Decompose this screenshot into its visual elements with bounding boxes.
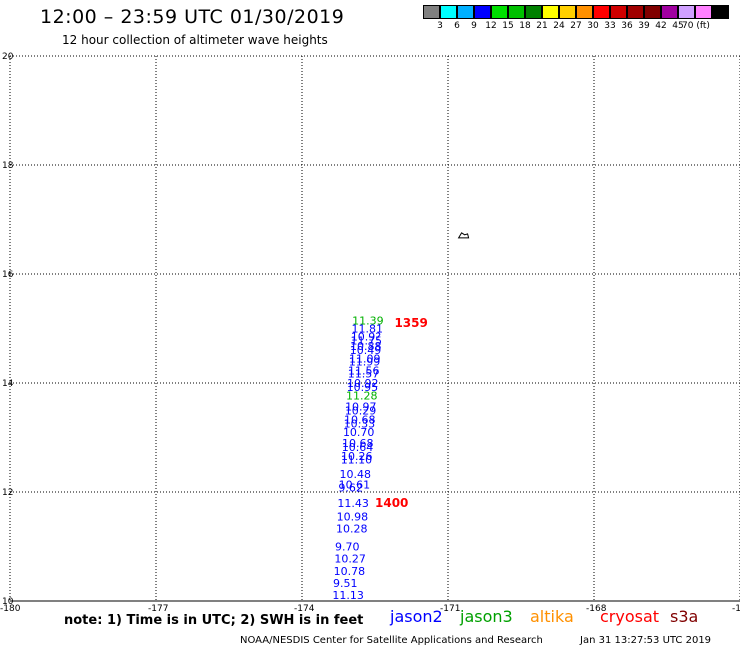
legend-label: 24 xyxy=(553,21,565,31)
satellite-name: jason2 xyxy=(390,607,443,626)
legend-label: 9 xyxy=(471,21,477,31)
wave-height-value: 10.48 xyxy=(339,468,371,481)
lon-tick-label: -171 xyxy=(440,604,460,614)
legend-swatch xyxy=(627,5,644,19)
legend-swatch xyxy=(508,5,525,19)
satellite-name: s3a xyxy=(670,607,699,626)
legend-label: 6 xyxy=(454,21,460,31)
legend-swatch xyxy=(440,5,457,19)
wave-height-value: 11.43 xyxy=(337,497,369,510)
lat-tick-label: 14 xyxy=(2,379,14,389)
wave-height-value: 10.9? xyxy=(351,331,381,344)
time-label: 1400 xyxy=(375,496,408,510)
satellite-name: cryosat xyxy=(600,607,660,626)
legend-label: 30 xyxy=(587,21,599,31)
legend-swatch xyxy=(474,5,491,19)
legend-label: 27 xyxy=(570,21,582,31)
legend-swatch xyxy=(525,5,542,19)
legend-label: 45 xyxy=(672,21,684,31)
legend-swatch xyxy=(559,5,576,19)
legend-swatch xyxy=(695,5,712,19)
wave-height-value: 10.29 xyxy=(345,404,377,417)
wave-height-value: 11.39 xyxy=(352,314,384,327)
legend-label: 70 (ft) xyxy=(682,21,710,31)
lat-tick-label: 20 xyxy=(2,52,14,62)
legend-swatch xyxy=(423,5,440,19)
lat-tick-label: 10 xyxy=(2,597,14,607)
legend-swatch xyxy=(576,5,593,19)
legend-label: 21 xyxy=(536,21,548,31)
wave-height-value: 10.64 xyxy=(342,441,374,454)
lat-tick-label: 16 xyxy=(2,270,14,280)
legend-label: 15 xyxy=(502,21,514,31)
lon-tick-label: -168 xyxy=(586,604,607,614)
legend-label: 18 xyxy=(519,21,531,31)
wave-height-value: 11.09 xyxy=(349,352,381,365)
wave-height-value: 10.95 xyxy=(347,381,379,394)
legend-swatch xyxy=(661,5,678,19)
lat-tick-label: 12 xyxy=(2,488,13,498)
wave-height-value: 10.68 xyxy=(344,414,376,427)
legend-label: 3 xyxy=(437,21,443,31)
satellite-name: jason3 xyxy=(460,607,513,626)
wave-height-value: 11.99 xyxy=(349,356,381,369)
legend-swatch xyxy=(457,5,474,19)
wave-height-value: 11.28 xyxy=(346,390,378,403)
page-title: 12:00 – 23:59 UTC 01/30/2019 xyxy=(40,6,345,28)
color-legend xyxy=(423,5,729,19)
wave-height-value: 10.26 xyxy=(341,450,373,463)
legend-swatch xyxy=(491,5,508,19)
wave-height-value: 11.75 xyxy=(351,334,383,347)
legend-swatch xyxy=(644,5,661,19)
wave-height-value: 10.92 xyxy=(347,377,379,390)
wave-height-value: 10.49 xyxy=(350,344,382,357)
time-label: 1359 xyxy=(394,316,427,330)
legend-label: 39 xyxy=(638,21,650,31)
wave-height-value: 11.13 xyxy=(332,589,364,602)
wave-height-value: 11.57 xyxy=(348,368,380,381)
wave-height-value: 10.78 xyxy=(334,565,366,578)
wave-height-value: 9.51 xyxy=(333,577,358,590)
island-outline xyxy=(457,232,470,239)
credit-text: NOAA/NESDIS Center for Satellite Applica… xyxy=(240,635,543,646)
wave-height-value: 9.62 xyxy=(338,482,363,495)
footer-note: note: 1) Time is in UTC; 2) SWH is in fe… xyxy=(64,613,364,628)
legend-label: 36 xyxy=(621,21,633,31)
wave-height-value: 10.61 xyxy=(339,478,371,491)
lon-tick-label: -16 xyxy=(732,604,740,614)
lon-tick-label: -177 xyxy=(148,604,168,614)
wave-height-value: 10.97 xyxy=(345,400,377,413)
page-subtitle: 12 hour collection of altimeter wave hei… xyxy=(62,33,328,47)
legend-swatch xyxy=(542,5,559,19)
wave-height-value: 10.28 xyxy=(336,523,368,536)
lat-tick-label: 18 xyxy=(2,161,14,171)
legend-swatch xyxy=(593,5,610,19)
legend-label: 12 xyxy=(485,21,497,31)
wave-height-value: 10.88 xyxy=(350,340,382,353)
wave-height-value: 10.33 xyxy=(344,417,376,430)
legend-swatch xyxy=(678,5,695,19)
legend-label: 33 xyxy=(604,21,616,31)
wave-height-value: 10.70 xyxy=(343,426,375,439)
wave-height-value: 11.81 xyxy=(352,323,384,336)
lon-tick-label: -174 xyxy=(294,604,315,614)
legend-swatch xyxy=(610,5,627,19)
wave-height-value: 11.10 xyxy=(341,453,373,466)
wave-height-value: 11.56 xyxy=(348,364,380,377)
timestamp: Jan 31 13:27:53 UTC 2019 xyxy=(580,635,712,646)
lon-tick-label: -180 xyxy=(0,604,21,614)
satellite-name: altika xyxy=(530,607,574,626)
wave-height-value: 9.70 xyxy=(335,541,360,554)
legend-label: 42 xyxy=(655,21,667,31)
wave-height-value: 10.68 xyxy=(342,437,374,450)
legend-swatch xyxy=(712,5,729,19)
wave-height-value: 10.27 xyxy=(334,552,366,565)
wave-height-value: 10.98 xyxy=(337,511,369,524)
